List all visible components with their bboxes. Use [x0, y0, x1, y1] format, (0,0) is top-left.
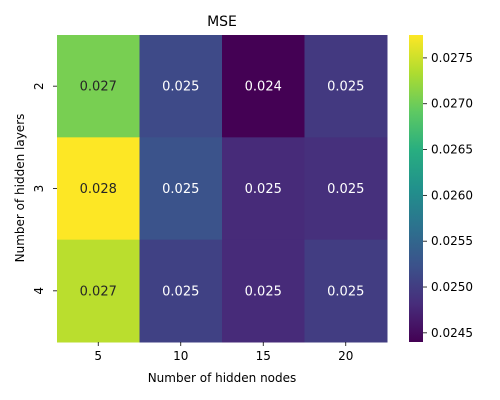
cell-value-label: 0.025: [162, 182, 199, 197]
cell-value-label: 0.025: [245, 284, 282, 299]
y-axis-label: Number of hidden layers: [13, 114, 27, 263]
heatmap-cell-labels: 0.027 0.025 0.024 0.025 0.028 0.025 0.025 0.025…: [80, 80, 365, 300]
cell-value-label: 0.027: [80, 80, 117, 95]
x-axis-label: Number of hidden nodes: [148, 371, 297, 385]
heatmap-cell: [222, 35, 305, 138]
cell-value-label: 0.028: [80, 182, 117, 197]
heatmap-cells: [57, 35, 388, 343]
cell-value-label: 0.027: [80, 284, 117, 299]
heatmap-cell: [57, 239, 140, 343]
heatmap-cell: [57, 137, 140, 241]
colorbar-tick-label: 0.0270: [431, 97, 473, 111]
x-tick-label: 15: [256, 349, 271, 363]
cell-value-label: 0.025: [327, 284, 364, 299]
heatmap-cell: [304, 35, 388, 138]
colorbar-tick-label: 0.0245: [431, 326, 473, 340]
heatmap-cell: [57, 35, 140, 138]
cell-value-label: 0.025: [327, 182, 364, 197]
heatmap-cell: [304, 239, 388, 343]
heatmap-cell: [222, 239, 305, 343]
colorbar-tick-label: 0.0255: [431, 234, 473, 248]
colorbar: [409, 35, 423, 342]
x-tick-label: 10: [173, 349, 188, 363]
y-tick-label: 2: [32, 82, 46, 90]
cell-value-label: 0.025: [245, 182, 282, 197]
x-axis-ticks: 5 10 15 20: [94, 342, 353, 363]
heatmap-cell: [139, 239, 223, 343]
chart-title: MSE: [207, 14, 237, 30]
heatmap-cell: [222, 137, 305, 241]
cell-value-label: 0.025: [162, 284, 199, 299]
cell-value-label: 0.025: [162, 80, 199, 95]
heatmap-cell: [139, 35, 223, 138]
y-tick-label: 4: [32, 287, 46, 295]
heatmap-cell: [304, 137, 388, 241]
x-tick-label: 20: [338, 349, 353, 363]
cell-value-label: 0.025: [327, 80, 364, 95]
colorbar-tick-label: 0.0260: [431, 188, 473, 202]
y-tick-label: 3: [32, 185, 46, 193]
colorbar-tick-label: 0.0250: [431, 280, 473, 294]
heatmap-cell: [139, 137, 223, 241]
y-axis-ticks: 2 3 4: [32, 82, 57, 295]
x-tick-label: 5: [94, 349, 102, 363]
colorbar-tick-label: 0.0275: [431, 51, 473, 65]
colorbar-ticks: 0.0245 0.0250 0.0255 0.0260 0.0265 0.0270 0.02…: [423, 51, 473, 340]
cell-value-label: 0.024: [245, 80, 282, 95]
colorbar-tick-label: 0.0265: [431, 143, 473, 157]
